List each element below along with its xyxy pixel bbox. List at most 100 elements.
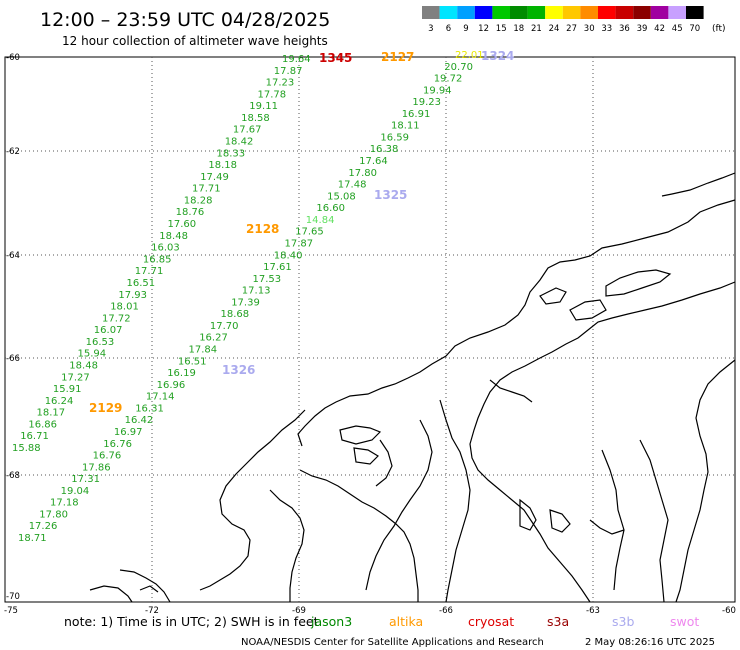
- pass-label: 2128: [246, 222, 279, 236]
- legend-swatch-label: 36: [619, 24, 630, 34]
- track-b-value: 17.14: [146, 392, 175, 403]
- track-a-value: 18.42: [225, 137, 254, 148]
- credit-line: NOAA/NESDIS Center for Satellite Applica…: [241, 637, 544, 648]
- track-b-value: 17.13: [242, 286, 271, 297]
- legend-swatch-label: 18: [513, 24, 524, 34]
- map-title: 12:00 – 23:59 UTC 04/28/2025: [40, 9, 330, 31]
- track-b-value: 17.80: [39, 509, 68, 520]
- sat-label-altika: altika: [389, 614, 423, 629]
- track-b-value: 17.18: [50, 498, 79, 509]
- track-b-value: 17.86: [82, 462, 111, 473]
- track-b-value: 16.76: [103, 439, 132, 450]
- track-b-values: 22.0120.7019.7219.9419.2316.9118.1116.59…: [18, 50, 484, 544]
- track-a-value: 16.86: [28, 419, 57, 430]
- pass-labels: 1345 2127 1324 1325 2128 1326 2129: [89, 49, 514, 415]
- track-a-value: 17.72: [102, 313, 131, 324]
- legend-swatch: [668, 6, 686, 19]
- legend-swatch: [562, 6, 581, 19]
- legend-swatch-label: 39: [637, 24, 648, 34]
- track-b-value: 16.60: [316, 203, 345, 214]
- graticule: [5, 57, 735, 602]
- legend-swatch-label: 6: [446, 24, 451, 34]
- legend-swatch: [615, 6, 634, 19]
- track-a-value: 16.71: [20, 431, 49, 442]
- track-a-value: 18.01: [110, 302, 139, 313]
- track-b-value: 17.87: [285, 239, 314, 250]
- track-a-value: 18.18: [208, 160, 237, 171]
- lat-label: -64: [6, 251, 20, 261]
- lon-label: -63: [586, 606, 600, 616]
- track-a-value: 18.17: [37, 408, 66, 419]
- legend-swatch-label: 30: [584, 24, 595, 34]
- track-b-value: 16.19: [167, 368, 196, 379]
- latitude-labels: -60 -62 -64 -66 -68 -70: [6, 53, 20, 602]
- track-a-value: 17.71: [135, 266, 164, 277]
- track-b-value: 19.23: [412, 97, 441, 108]
- legend-swatch: [580, 6, 598, 19]
- track-a-value: 16.53: [86, 337, 115, 348]
- lat-label: -60: [6, 53, 20, 63]
- legend-swatch-label: 15: [496, 24, 507, 34]
- lat-label: -66: [6, 354, 20, 364]
- legend-swatch: [686, 6, 704, 19]
- sat-label-s3a: s3a: [547, 614, 569, 629]
- track-b-value: 17.26: [29, 521, 58, 532]
- legend-swatch-label: 9: [463, 24, 468, 34]
- track-b-value: 18.40: [274, 250, 303, 261]
- legend-swatch-label: 42: [654, 24, 665, 34]
- track-a-value: 17.93: [118, 290, 147, 301]
- pass-label: 1345: [319, 51, 352, 65]
- track-b-value: 22.01: [455, 50, 484, 61]
- track-b-value: 17.48: [338, 180, 367, 191]
- track-b-value: 19.72: [434, 74, 463, 85]
- track-a-values: 19.6417.8717.2317.7819.1118.5817.6718.42…: [12, 54, 311, 454]
- track-a-value: 19.11: [249, 101, 278, 112]
- lon-label: -66: [439, 606, 453, 616]
- legend-swatch: [474, 6, 493, 19]
- footer-note: note: 1) Time is in UTC; 2) SWH is in fe…: [64, 614, 319, 629]
- track-b-value: 16.91: [402, 109, 431, 120]
- track-a-value: 15.91: [53, 384, 82, 395]
- sat-label-swot: swot: [670, 614, 699, 629]
- lat-label: -68: [6, 471, 20, 481]
- track-b-value: 16.27: [199, 333, 228, 344]
- sat-label-cryosat: cryosat: [468, 614, 514, 629]
- pass-label: 2129: [89, 401, 122, 415]
- lon-label: -72: [145, 606, 159, 616]
- track-b-value: 16.97: [114, 427, 143, 438]
- map-frame: [4, 56, 736, 603]
- track-b-value: 19.04: [61, 486, 90, 497]
- track-b-value: 17.64: [359, 156, 388, 167]
- legend-swatch-label: 70: [689, 24, 700, 34]
- legend-swatch: [457, 6, 475, 19]
- track-b-value: 19.94: [423, 85, 452, 96]
- legend-unit: (ft): [712, 24, 726, 34]
- lon-label: -69: [292, 606, 306, 616]
- legend-swatch: [650, 6, 669, 19]
- track-b-value: 16.38: [370, 144, 399, 155]
- track-a-value: 17.23: [266, 78, 295, 89]
- pass-label: 1324: [481, 49, 514, 63]
- track-a-value: 17.87: [274, 66, 303, 77]
- track-a-value: 16.07: [94, 325, 123, 336]
- legend-swatch: [527, 6, 546, 19]
- track-b-value: 18.68: [221, 309, 250, 320]
- map-subtitle: 12 hour collection of altimeter wave hei…: [62, 34, 328, 48]
- legend-swatch-label: 45: [672, 24, 683, 34]
- lon-label: -60: [722, 606, 736, 616]
- track-b-value: 16.51: [178, 356, 207, 367]
- track-a-value: 18.48: [159, 231, 188, 242]
- legend-swatch-label: 33: [601, 24, 612, 34]
- legend-swatch: [510, 6, 528, 19]
- track-b-value: 17.39: [231, 297, 260, 308]
- legend-swatch-label: 27: [566, 24, 577, 34]
- track-b-value: 18.11: [391, 121, 420, 132]
- track-a-value: 17.78: [258, 89, 287, 100]
- lat-label: -62: [6, 147, 20, 157]
- track-a-value: 17.49: [200, 172, 229, 183]
- legend-swatch: [422, 6, 440, 19]
- lon-label: -75: [4, 606, 18, 616]
- track-a-value: 17.67: [233, 125, 262, 136]
- track-a-value: 18.48: [69, 361, 98, 372]
